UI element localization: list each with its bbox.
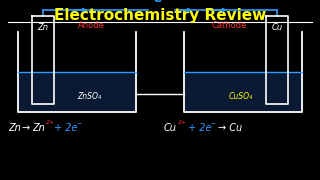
Text: e⁻: e⁻ <box>153 0 169 5</box>
Text: →: → <box>22 123 30 133</box>
Text: 2+: 2+ <box>46 120 55 125</box>
Text: Cathode: Cathode <box>211 21 246 30</box>
Text: Zn: Zn <box>37 24 49 33</box>
Text: + 2e: + 2e <box>188 123 212 133</box>
Text: CuSO₄: CuSO₄ <box>228 92 253 101</box>
Text: −: − <box>210 120 215 125</box>
Text: → Cu: → Cu <box>218 123 242 133</box>
Text: 2+: 2+ <box>178 120 187 125</box>
Text: ZnSO₄: ZnSO₄ <box>77 92 101 101</box>
Bar <box>184 72 302 112</box>
Text: + 2e: + 2e <box>54 123 77 133</box>
Bar <box>18 72 136 112</box>
Text: Zn: Zn <box>32 123 45 133</box>
Text: Zn: Zn <box>8 123 21 133</box>
Text: −: − <box>76 120 81 125</box>
Text: Cu: Cu <box>271 24 283 33</box>
Text: Electrochemistry Review: Electrochemistry Review <box>54 8 266 23</box>
Text: Anode: Anode <box>78 21 105 30</box>
Text: Cu: Cu <box>164 123 177 133</box>
